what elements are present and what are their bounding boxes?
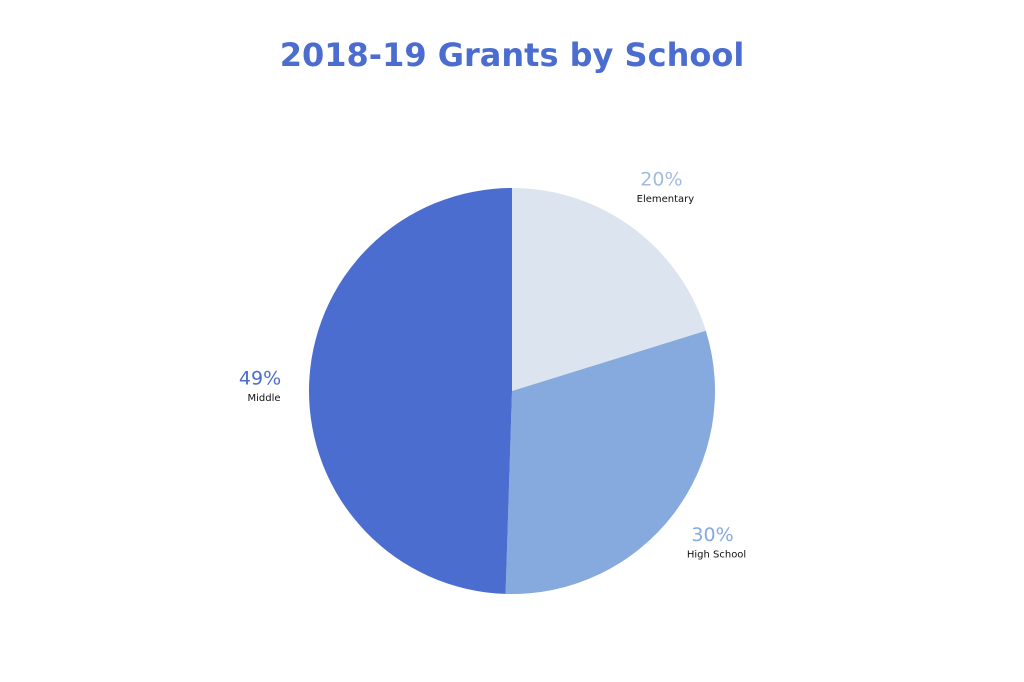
value-label: 30% bbox=[691, 524, 733, 546]
chart-title: 2018-19 Grants by School bbox=[280, 36, 745, 74]
category-label: High School bbox=[687, 550, 746, 561]
pie-slice bbox=[512, 188, 706, 391]
pie-slice bbox=[308, 188, 512, 594]
value-label: 49% bbox=[239, 368, 281, 390]
category-label: Elementary bbox=[637, 194, 695, 205]
value-label: 20% bbox=[640, 169, 682, 191]
category-label: Middle bbox=[248, 393, 281, 404]
pie-slice bbox=[505, 330, 715, 595]
